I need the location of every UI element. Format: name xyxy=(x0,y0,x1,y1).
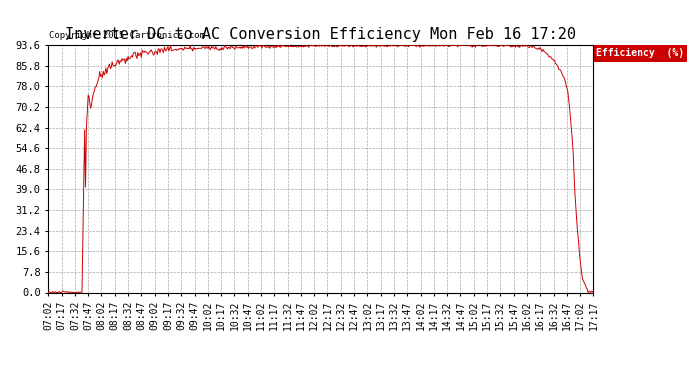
Text: Efficiency  (%): Efficiency (%) xyxy=(596,48,684,58)
Text: Copyright 2015 Cartronics.com: Copyright 2015 Cartronics.com xyxy=(49,31,205,40)
Title: Inverter DC to AC Conversion Efficiency Mon Feb 16 17:20: Inverter DC to AC Conversion Efficiency … xyxy=(66,27,576,42)
